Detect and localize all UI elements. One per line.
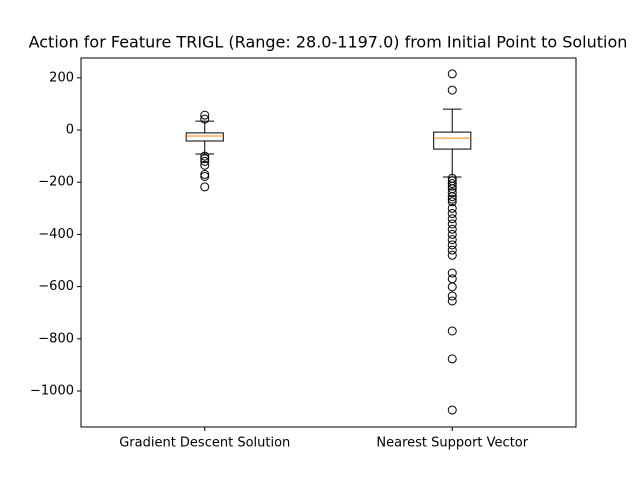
outlier (447, 188, 457, 198)
x-tick-label: Nearest Support Vector (376, 436, 528, 451)
outlier (447, 203, 457, 213)
plot-frame (80, 57, 577, 428)
outlier (447, 209, 457, 219)
outlier (200, 110, 210, 120)
y-tick-label: 0 (66, 123, 74, 138)
outlier (447, 69, 457, 79)
box (433, 131, 472, 150)
outlier (200, 154, 210, 164)
outlier (447, 85, 457, 95)
y-tick-label: −200 (38, 175, 74, 190)
outlier (447, 326, 457, 336)
outlier (447, 179, 457, 189)
outlier (447, 229, 457, 239)
y-tick-label: 200 (49, 70, 74, 85)
outlier (447, 224, 457, 234)
y-tick-label: −600 (38, 279, 74, 294)
outlier (447, 235, 457, 245)
y-tick-label: −800 (38, 331, 74, 346)
outlier (447, 291, 457, 301)
outlier (447, 214, 457, 224)
outlier (447, 219, 457, 229)
outlier (200, 151, 210, 161)
outlier (447, 405, 457, 415)
outlier (447, 240, 457, 250)
outlier (447, 245, 457, 255)
outlier (447, 192, 457, 202)
outlier (200, 114, 210, 124)
outlier (200, 171, 210, 181)
chart-title: Action for Feature TRIGL (Range: 28.0-11… (29, 33, 628, 52)
outlier (447, 354, 457, 364)
y-tick-label: −1000 (30, 383, 74, 398)
outlier (200, 156, 210, 166)
outlier (447, 268, 457, 278)
outlier (200, 169, 210, 179)
outlier (447, 181, 457, 191)
outlier (447, 250, 457, 260)
outlier (447, 197, 457, 207)
outlier (447, 194, 457, 204)
outlier (200, 182, 210, 192)
box (185, 132, 224, 142)
y-tick-label: −400 (38, 227, 74, 242)
outlier (200, 160, 210, 170)
outlier (447, 282, 457, 292)
x-tick-label: Gradient Descent Solution (119, 436, 290, 451)
outlier (447, 296, 457, 306)
